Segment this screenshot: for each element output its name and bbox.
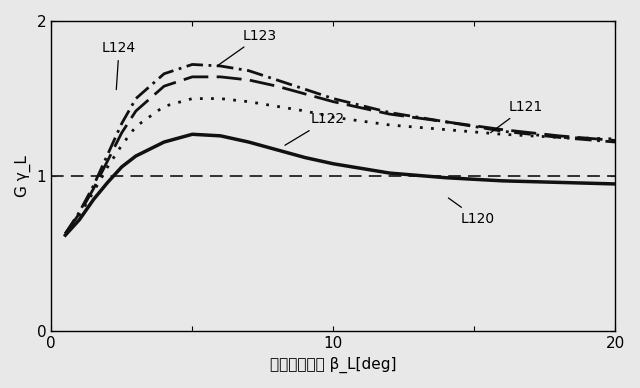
Text: L121: L121 [491, 100, 543, 133]
Text: L122: L122 [285, 113, 345, 145]
Text: L123: L123 [217, 29, 277, 66]
X-axis label: 目標すべり角 β_L[deg]: 目標すべり角 β_L[deg] [270, 357, 397, 373]
Y-axis label: G γ_L: G γ_L [15, 155, 31, 197]
Text: L124: L124 [102, 41, 136, 90]
Text: L120: L120 [449, 198, 494, 226]
